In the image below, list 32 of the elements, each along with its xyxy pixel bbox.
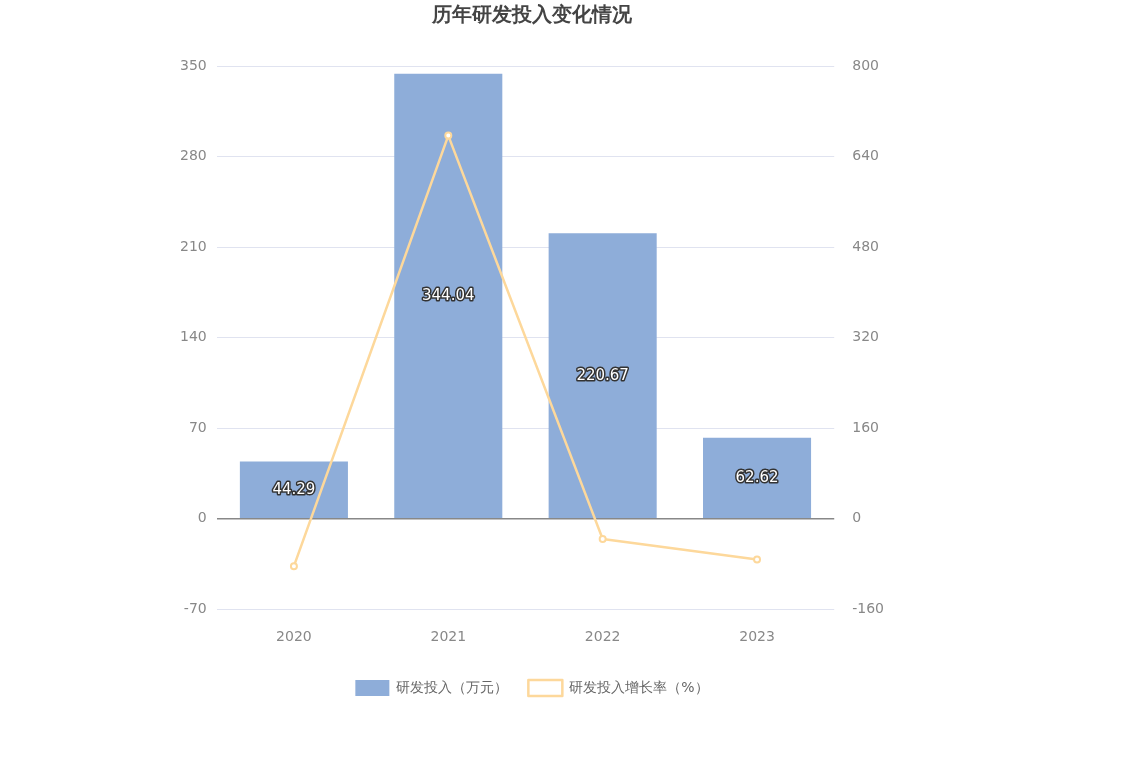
point — [289, 562, 298, 571]
x-tick-label: 2020 — [276, 628, 312, 645]
y2-tick-label: 160 — [852, 418, 879, 435]
bar — [394, 73, 503, 518]
y-tick-label: 350 — [179, 56, 207, 73]
y-tick-label: 140 — [179, 328, 207, 345]
data-label: 344.04 — [422, 286, 475, 305]
y-tick-label: -70 — [183, 599, 207, 616]
y-tick-label: 280 — [179, 147, 207, 164]
y2-tick-label: 480 — [852, 237, 879, 254]
y2-tick-label: 320 — [852, 328, 879, 345]
bar — [548, 233, 657, 518]
y-tick-label: 70 — [188, 418, 207, 435]
bar — [703, 437, 812, 518]
y-tick-label: 210 — [179, 237, 207, 254]
chart-title: 历年研发投入变化情况 — [431, 2, 633, 27]
data-label: 220.67 — [576, 365, 629, 384]
y2-tick-label: 0 — [852, 509, 862, 526]
x-tick-label: 2021 — [430, 628, 467, 645]
legend-label: 研发投入（万元） — [396, 678, 509, 695]
data-label: 44.29 — [272, 479, 316, 498]
point — [598, 535, 607, 544]
x-tick-label: 2023 — [739, 628, 775, 645]
point — [444, 131, 453, 140]
y2-tick-label: -160 — [852, 599, 885, 616]
y2-tick-label: 800 — [852, 56, 879, 73]
legend-label: 研发投入增长率（%） — [569, 678, 709, 695]
data-label: 62.62 — [735, 468, 779, 487]
x-tick-label: 2022 — [584, 628, 621, 645]
point — [753, 555, 762, 564]
y-tick-label: 0 — [197, 509, 207, 526]
y2-tick-label: 640 — [852, 147, 879, 164]
